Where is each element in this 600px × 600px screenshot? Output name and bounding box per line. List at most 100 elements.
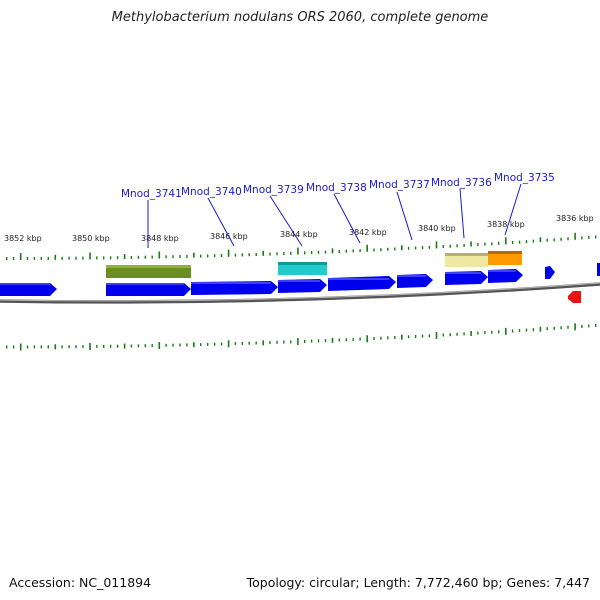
scale-tick bbox=[130, 256, 133, 259]
gene-label-mnod-3736[interactable]: Mnod_3736 bbox=[431, 177, 492, 189]
scale-tick bbox=[54, 344, 57, 350]
gene-arrow[interactable] bbox=[397, 274, 433, 288]
scale-tick bbox=[498, 330, 500, 334]
scale-tick bbox=[595, 235, 597, 239]
scale-tick bbox=[484, 242, 486, 246]
scale-tick bbox=[103, 344, 105, 348]
gene-label-mnod-3738[interactable]: Mnod_3738 bbox=[306, 182, 367, 194]
scale-tick bbox=[518, 329, 521, 333]
gene-label-mnod-3741[interactable]: Mnod_3741 bbox=[121, 188, 182, 200]
genome-summary-text: Topology: circular; Length: 7,772,460 bp… bbox=[246, 575, 590, 590]
scale-tick bbox=[484, 331, 486, 335]
scale-tick bbox=[380, 336, 382, 340]
leader-line bbox=[207, 197, 235, 247]
scale-label: 3836 kbp bbox=[556, 214, 594, 223]
scale-tick bbox=[498, 241, 500, 245]
scale-tick bbox=[262, 340, 264, 346]
scale-tick bbox=[407, 246, 410, 250]
scale-tick bbox=[539, 237, 542, 243]
feature-box-cyan[interactable] bbox=[278, 262, 327, 275]
scale-tick bbox=[581, 324, 583, 328]
scale-tick bbox=[407, 335, 410, 339]
scale-tick bbox=[40, 256, 42, 260]
gene-arrow-reverse[interactable] bbox=[568, 291, 581, 303]
gene-arrow[interactable] bbox=[191, 281, 278, 295]
scale-tick bbox=[338, 250, 340, 253]
scale-tick bbox=[352, 249, 354, 253]
scale-tick bbox=[158, 342, 161, 349]
scale-tick bbox=[33, 256, 36, 260]
scale-tick bbox=[290, 251, 292, 255]
scale-tick bbox=[373, 337, 375, 340]
gene-label-mnod-3737[interactable]: Mnod_3737 bbox=[369, 179, 430, 191]
scale-tick bbox=[435, 241, 438, 249]
scale-tick bbox=[103, 256, 105, 260]
scale-tick bbox=[283, 252, 285, 256]
scale-tick bbox=[200, 254, 202, 258]
scale-tick bbox=[241, 341, 243, 345]
feature-box-orange[interactable] bbox=[488, 251, 522, 265]
scale-tick bbox=[54, 254, 57, 260]
gene-label-mnod-3740[interactable]: Mnod_3740 bbox=[181, 186, 242, 198]
scale-tick bbox=[89, 252, 91, 260]
scale-tick bbox=[137, 344, 140, 348]
scale-tick bbox=[553, 326, 555, 330]
scale-tick bbox=[345, 338, 347, 342]
scale-tick bbox=[234, 342, 237, 346]
scale-tick bbox=[26, 257, 29, 260]
scale-tick bbox=[567, 325, 569, 329]
gene-arrow[interactable] bbox=[445, 271, 488, 285]
scale-tick bbox=[75, 256, 77, 260]
scale-tick bbox=[435, 331, 438, 339]
scale-tick bbox=[241, 253, 243, 257]
scale-tick bbox=[581, 236, 583, 240]
scale-tick bbox=[116, 256, 119, 260]
scale-tick bbox=[165, 343, 167, 347]
scale-tick bbox=[96, 344, 98, 348]
scale-tick bbox=[394, 247, 396, 251]
feature-box-olive[interactable] bbox=[106, 265, 191, 278]
gene-arrow-highlights bbox=[0, 270, 516, 285]
accession-text: Accession: NC_011894 bbox=[9, 575, 152, 590]
scale-tick bbox=[518, 240, 521, 244]
scale-tick bbox=[373, 248, 375, 252]
scale-tick bbox=[546, 327, 548, 331]
scale-tick bbox=[68, 345, 70, 349]
scale-tick bbox=[567, 237, 569, 241]
scale-tick bbox=[310, 339, 313, 343]
scale-tick bbox=[331, 337, 334, 343]
gene-arrow[interactable] bbox=[545, 266, 555, 279]
gene-label-mnod-3739[interactable]: Mnod_3739 bbox=[243, 184, 304, 196]
gene-arrow[interactable] bbox=[488, 269, 523, 283]
feature-box-olive-shade bbox=[106, 265, 191, 268]
scale-tick bbox=[331, 248, 334, 254]
leader-line bbox=[459, 188, 465, 239]
feature-box-pale-yellow[interactable] bbox=[445, 253, 488, 267]
scale-tick bbox=[172, 255, 174, 259]
scale-tick bbox=[304, 251, 306, 255]
scale-tick bbox=[61, 345, 63, 349]
scale-tick bbox=[546, 238, 548, 242]
scale-tick bbox=[387, 336, 389, 340]
gene-arrow[interactable] bbox=[278, 279, 327, 293]
scale-tick bbox=[89, 343, 91, 350]
scale-tick bbox=[324, 339, 327, 343]
scale-tick bbox=[255, 253, 257, 256]
scale-tick bbox=[186, 254, 188, 258]
gene-label-mnod-3735[interactable]: Mnod_3735 bbox=[494, 172, 555, 184]
gene-arrow[interactable] bbox=[0, 283, 57, 296]
scale-tick bbox=[137, 255, 140, 259]
scale-tick bbox=[68, 256, 70, 260]
scale-tick bbox=[26, 345, 29, 349]
gene-arrow[interactable] bbox=[597, 263, 600, 276]
scale-tick bbox=[248, 341, 250, 345]
scale-tick bbox=[421, 246, 424, 250]
scale-label: 3852 kbp bbox=[4, 234, 42, 243]
scale-tick bbox=[269, 252, 271, 256]
scale-tick bbox=[269, 341, 271, 345]
scale-tick bbox=[248, 253, 250, 257]
gene-arrow[interactable] bbox=[106, 283, 191, 296]
scale-label: 3844 kbp bbox=[280, 230, 318, 239]
scale-tick bbox=[75, 345, 77, 349]
scale-tick bbox=[442, 333, 444, 337]
